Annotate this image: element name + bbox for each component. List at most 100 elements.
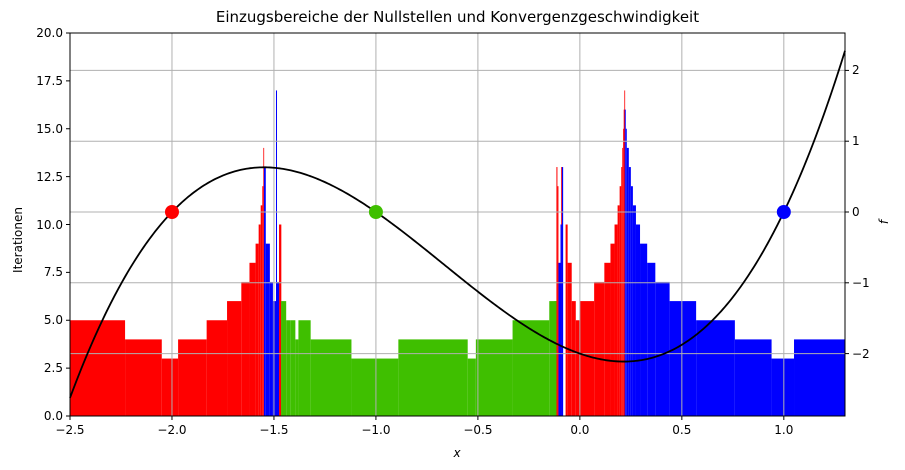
histogram-bar [280, 224, 282, 416]
x-tick-label: −2.0 [157, 423, 187, 437]
histogram-bar [227, 301, 242, 416]
y2-tick-label: −1 [852, 275, 870, 290]
histogram-bar [161, 358, 179, 416]
histogram-bar [610, 243, 615, 416]
histogram-bar [277, 281, 280, 416]
histogram-bar [286, 320, 291, 416]
histogram-bar [669, 301, 697, 416]
histogram-bar [571, 301, 576, 416]
histogram-bar [178, 339, 207, 416]
histogram-bar [272, 301, 276, 416]
histogram-bar [275, 90, 278, 416]
histogram-bar [475, 339, 513, 416]
histogram-bar [628, 167, 631, 416]
histogram-bar [290, 320, 296, 416]
histogram-bar [614, 224, 618, 416]
histogram-bar [262, 186, 264, 416]
histogram-bar [655, 281, 670, 416]
y-tick-label: 12.5 [36, 169, 63, 184]
histogram-bar [617, 205, 620, 416]
histogram-bar [295, 339, 299, 416]
histogram-bar [626, 147, 629, 416]
histogram-bar [771, 358, 795, 416]
histogram-bar [557, 186, 559, 416]
root-marker [368, 205, 383, 219]
histogram-bar [567, 262, 572, 416]
histogram-bar [206, 320, 228, 416]
histogram-bar [249, 262, 256, 416]
chart-title: Einzugsbereiche der Nullstellen und Konv… [215, 8, 700, 26]
histogram-bar [624, 109, 626, 416]
histogram-bar [265, 243, 270, 416]
histogram-bar [467, 358, 476, 416]
y-tick-label: 7.5 [43, 265, 63, 280]
histogram-bar [241, 281, 250, 416]
x-tick-label: −1.5 [259, 423, 289, 437]
histogram-bar [310, 339, 352, 416]
histogram-bar [255, 243, 259, 416]
root-marker [776, 205, 791, 219]
histogram-bar [263, 167, 266, 416]
function-curve [69, 50, 846, 399]
histogram-bar [269, 281, 273, 416]
histogram-bar [579, 301, 595, 416]
x-tick-label: 0.5 [672, 423, 692, 437]
x-tick-label: −0.5 [463, 423, 493, 437]
histogram-bar [565, 224, 568, 416]
histogram-bar [554, 301, 557, 416]
histogram-bar [625, 128, 627, 416]
histogram-bar [604, 262, 611, 416]
y-tick-label: 5.0 [43, 313, 63, 328]
histogram-bar [734, 339, 772, 416]
histogram-bar [556, 167, 558, 416]
histogram-bar [561, 167, 564, 416]
y-tick-label: 2.5 [43, 361, 63, 376]
histogram-bar [696, 320, 735, 416]
secondary-y-axis-label: f [877, 219, 891, 225]
histogram-bar [640, 243, 648, 416]
x-tick-label: −2.5 [55, 423, 85, 437]
y-axis-label: Iterationen [11, 207, 25, 273]
histogram-bar [125, 339, 162, 416]
histogram-bar [298, 320, 311, 416]
y2-tick-label: 2 [852, 63, 860, 78]
histogram-bar [260, 205, 263, 416]
y-tick-label: 15.0 [36, 121, 63, 136]
y-tick-label: 10.0 [36, 217, 63, 232]
histogram-bar [258, 224, 261, 416]
histogram-bar [632, 205, 636, 416]
histogram-bar [281, 301, 287, 416]
histogram-bar [619, 186, 622, 416]
x-axis-label: x [453, 446, 461, 460]
y2-tick-label: 1 [852, 134, 860, 149]
x-tick-label: 0.0 [570, 423, 590, 437]
histogram-bar [512, 320, 550, 416]
x-tick-label: −1.0 [361, 423, 391, 437]
histogram-bar [623, 128, 624, 416]
x-tick-label: 1.0 [774, 423, 794, 437]
histogram-bar [351, 358, 399, 416]
histogram-bar [624, 90, 626, 416]
histogram-bar [622, 147, 624, 416]
y2-tick-label: 0 [852, 205, 860, 219]
histogram-bar [398, 339, 468, 416]
histogram-bar [549, 301, 557, 416]
y2-tick-label: −2 [852, 346, 870, 361]
histogram-bar [635, 224, 641, 416]
histogram-bar [575, 320, 580, 416]
histogram-bar [623, 109, 625, 416]
histogram-bar [630, 186, 633, 416]
histogram-bar [70, 320, 126, 416]
y-tick-label: 20.0 [36, 26, 63, 40]
histogram-bar [647, 262, 656, 416]
histogram-bar [794, 339, 845, 416]
root-marker [164, 205, 179, 219]
y-tick-label: 17.5 [36, 73, 63, 88]
histogram-bar [560, 224, 562, 416]
histogram-bar [279, 224, 282, 416]
y-tick-label: 0.0 [43, 409, 63, 423]
histogram-bar [558, 262, 561, 416]
histogram-bar [263, 147, 265, 416]
